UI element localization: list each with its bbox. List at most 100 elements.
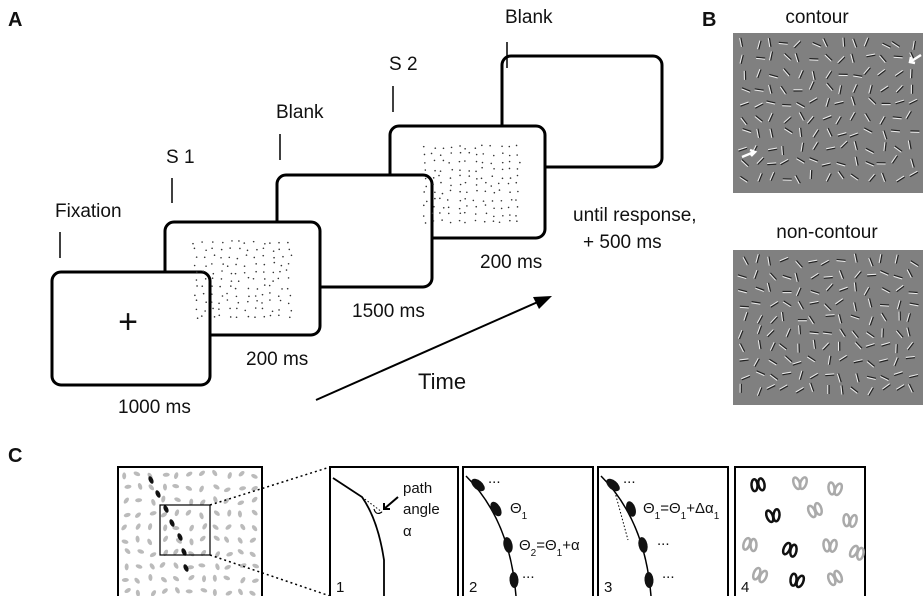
element (756, 57, 765, 58)
dot (450, 222, 452, 224)
dot (273, 272, 275, 274)
element (122, 472, 126, 479)
dot (229, 308, 231, 310)
dot (269, 299, 271, 301)
dot (278, 278, 280, 280)
dot (221, 270, 223, 272)
dot (273, 257, 275, 259)
dot (254, 316, 256, 318)
duration: 200 ms (480, 252, 542, 273)
dot (517, 175, 519, 177)
event-label: S 1 (166, 147, 195, 168)
dot (238, 240, 240, 242)
step-number: 4 (741, 579, 749, 596)
dot (459, 145, 461, 147)
dot (451, 169, 453, 171)
dot (231, 273, 233, 275)
text: Θ (643, 500, 655, 517)
dot (247, 301, 249, 303)
dot (440, 170, 442, 172)
dot (236, 296, 238, 298)
dot (433, 220, 435, 222)
dot (243, 242, 245, 244)
element (782, 146, 783, 155)
dot (230, 316, 232, 318)
dot (434, 170, 436, 172)
step-number: 3 (604, 579, 612, 596)
dot (196, 309, 198, 311)
dot (490, 185, 492, 187)
dot (222, 242, 224, 244)
dot (509, 168, 511, 170)
dot (515, 199, 517, 201)
element (767, 163, 776, 164)
event-label: Blank (276, 102, 324, 123)
dot (196, 271, 198, 273)
dot (443, 160, 445, 162)
fixation-cross: + (118, 303, 138, 341)
dot (247, 250, 249, 252)
dot (272, 280, 274, 282)
dot (501, 200, 503, 202)
dot (468, 175, 470, 177)
dot (204, 257, 206, 259)
ellipsis: ... (488, 470, 501, 487)
dot (290, 295, 292, 297)
dot (439, 198, 441, 200)
dot (205, 265, 207, 267)
dot (425, 186, 427, 188)
element (843, 38, 844, 47)
element (893, 117, 902, 118)
dot (493, 216, 495, 218)
text: +α (562, 537, 580, 554)
dot (425, 222, 427, 224)
dot (221, 249, 223, 251)
dot (424, 154, 426, 156)
dot (235, 264, 237, 266)
element (767, 164, 776, 165)
dot (289, 316, 291, 318)
dot (244, 265, 246, 267)
dot (222, 295, 224, 297)
frames (52, 56, 662, 385)
dot (237, 258, 239, 260)
dot (475, 206, 477, 208)
dot (443, 147, 445, 149)
dot (203, 271, 205, 273)
dot (423, 191, 425, 193)
dot (464, 198, 466, 200)
dot (248, 288, 250, 290)
duration: 1000 ms (118, 397, 191, 418)
dot (197, 317, 199, 319)
dot (220, 257, 222, 259)
dot (485, 204, 487, 206)
dot (468, 170, 470, 172)
dot (263, 316, 265, 318)
dot (253, 278, 255, 280)
dot (476, 178, 478, 180)
dot (502, 178, 504, 180)
dot (238, 280, 240, 282)
dot (465, 182, 467, 184)
element (125, 563, 129, 570)
step-panel (330, 467, 458, 596)
dot (221, 278, 223, 280)
dot (450, 185, 452, 187)
arrow-head (533, 296, 552, 309)
dot (264, 278, 266, 280)
dot (489, 145, 491, 147)
dot (460, 152, 462, 154)
dot (476, 190, 478, 192)
dot (431, 153, 433, 155)
dot (291, 310, 293, 312)
dot (256, 300, 258, 302)
dot (255, 307, 257, 309)
dot (273, 262, 275, 264)
dot (460, 200, 462, 202)
text: Θ (519, 537, 531, 554)
element (740, 306, 749, 307)
dot (509, 155, 511, 157)
dot (475, 171, 477, 173)
dot (464, 160, 466, 162)
dot (218, 315, 220, 317)
